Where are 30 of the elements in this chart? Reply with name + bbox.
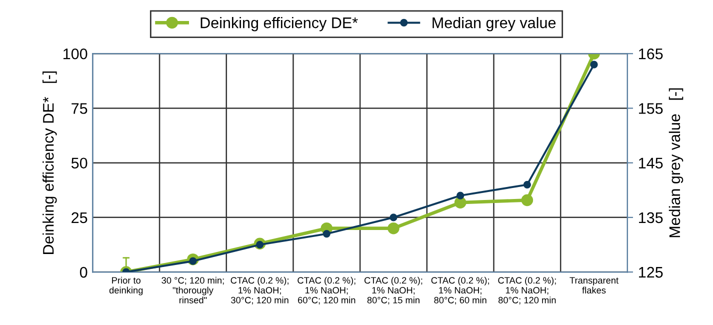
point <box>521 194 534 206</box>
point <box>454 196 466 208</box>
x-tick-label: CTAC (0.2 %); 1% NaOH; 80°C; 60 min <box>431 276 489 304</box>
x-tick-label: CTAC (0.2 %); 1% NaOH; 80°C; 15 min <box>364 276 422 304</box>
y-tick-label: 75 <box>72 103 88 114</box>
y2-tick-label: 155 <box>639 103 663 114</box>
point <box>388 222 400 234</box>
point <box>390 214 398 222</box>
point <box>456 192 464 200</box>
point <box>322 230 330 238</box>
x-tick-label: Prior to deinking <box>109 276 143 296</box>
x-tick-label: CTAC (0.2 %); 1% NaOH; 30°C; 120 min <box>230 276 288 304</box>
y2-tick-label: 135 <box>639 212 663 224</box>
y2-axis-title: Median grey value [-] <box>668 88 684 238</box>
y-tick-label: 25 <box>72 212 88 224</box>
y2-tick-label: 145 <box>639 158 663 169</box>
x-tick-label: 30 °C; 120 min; "thorougly rinsed" <box>162 276 224 304</box>
x-tick-label: CTAC (0.2 %); 1% NaOH; 80°C; 120 min <box>498 276 556 304</box>
x-tick-label: CTAC (0.2 %); 1% NaOH; 60°C; 120 min <box>298 276 356 304</box>
x-tick-label: Transparent flakes <box>570 277 618 294</box>
y2-tick-label: 125 <box>639 266 663 278</box>
y-tick-label: 50 <box>71 158 88 169</box>
y-tick-label: 0 <box>80 266 88 278</box>
y-tick-label: 100 <box>64 48 88 60</box>
legend-label: Deinking efficiency DE* <box>200 17 358 32</box>
point <box>590 60 598 68</box>
y2-tick-label: 165 <box>639 48 663 60</box>
legend-label: Median grey value <box>432 17 556 32</box>
point <box>523 180 531 188</box>
y-axis-title: Deinking efficiency DE* [-] <box>42 71 57 254</box>
